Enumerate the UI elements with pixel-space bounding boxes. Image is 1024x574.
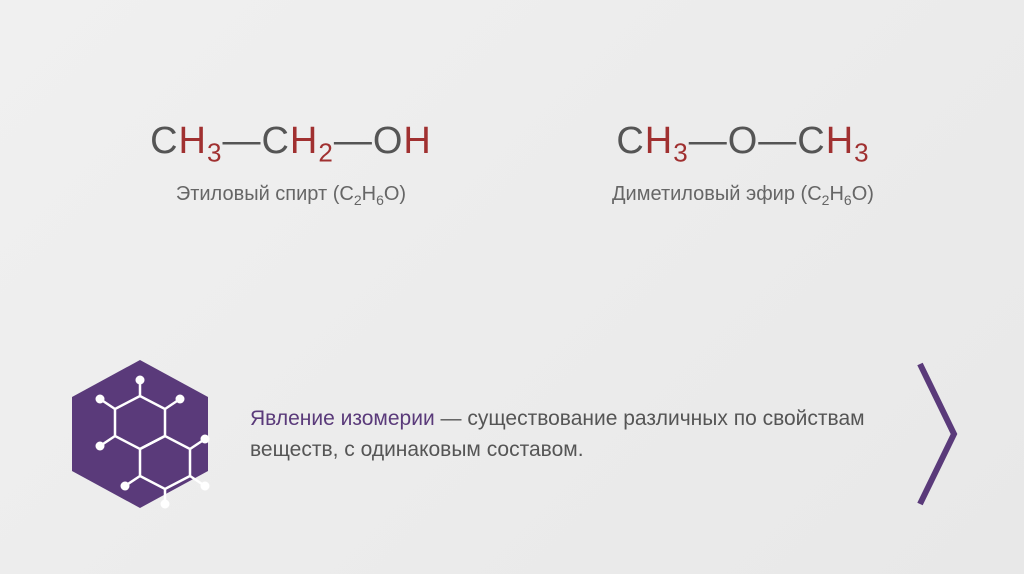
formula-ethanol-label: Этиловый спирт (C2H6O) bbox=[150, 183, 432, 208]
hexagon-molecule-icon bbox=[60, 354, 220, 514]
definition-row: Явление изомерии — существование различн… bbox=[60, 354, 964, 514]
formula-ethanol-structure: CH3—CH2—OH bbox=[150, 120, 432, 169]
definition-term: Явление изомерии bbox=[250, 407, 435, 430]
formulas-row: CH3—CH2—OH Этиловый спирт (C2H6O) CH3—O—… bbox=[0, 0, 1024, 208]
formula-ethanol: CH3—CH2—OH Этиловый спирт (C2H6O) bbox=[150, 120, 432, 208]
formula-dimethyl-ether: CH3—O—CH3 Диметиловый эфир (C2H6O) bbox=[612, 120, 874, 208]
formula-dimethyl-ether-label: Диметиловый эфир (C2H6O) bbox=[612, 183, 874, 208]
definition-text: Явление изомерии — существование различн… bbox=[220, 403, 914, 466]
formula-dimethyl-ether-structure: CH3—O—CH3 bbox=[612, 120, 874, 169]
chevron-right-icon bbox=[914, 354, 964, 514]
